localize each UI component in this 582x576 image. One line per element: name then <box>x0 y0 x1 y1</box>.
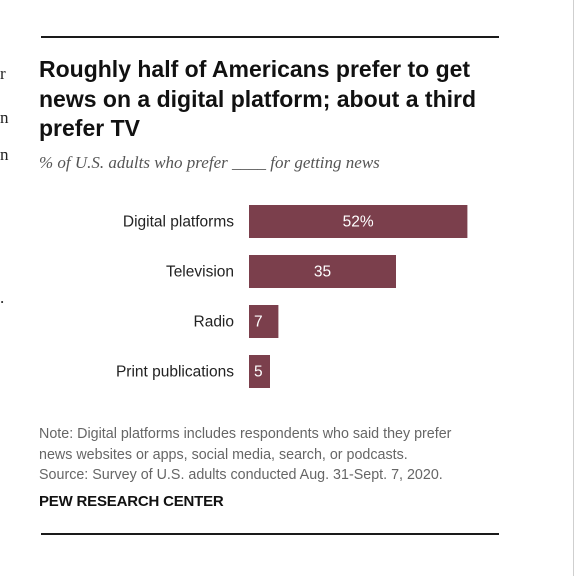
category-label: Radio <box>194 314 235 331</box>
bar <box>249 255 396 288</box>
right-border <box>573 0 574 576</box>
category-label: Print publications <box>116 364 234 381</box>
left-column-text: n <box>0 108 9 127</box>
bar <box>249 305 279 338</box>
chart-note: Note: Digital platforms includes respond… <box>39 424 509 486</box>
top-rule <box>41 36 499 38</box>
left-column-text: r <box>0 64 6 83</box>
chart-subtitle: % of U.S. adults who prefer ____ for get… <box>39 153 380 172</box>
data-label: 52% <box>343 214 374 231</box>
note-line: news websites or apps, social media, sea… <box>39 446 408 463</box>
left-column-text: . <box>0 288 5 307</box>
note-line: Note: Digital platforms includes respond… <box>39 426 452 442</box>
left-column-text: n <box>0 145 9 164</box>
bottom-rule <box>41 533 499 535</box>
chart-title: Roughly half of Americans prefer to get … <box>39 56 477 141</box>
category-label: Television <box>166 264 234 281</box>
source-line: Source: Survey of U.S. adults conducted … <box>39 467 443 483</box>
bar <box>249 355 270 388</box>
data-label: 5 <box>254 364 263 381</box>
category-label: Digital platforms <box>123 214 234 231</box>
bar-chart: Digital platforms 52% Television 35 Radio 7 Pr… <box>116 205 468 388</box>
bar <box>249 205 468 238</box>
pew-research-logo: PEW RESEARCH CENTER <box>39 493 224 510</box>
data-label: 7 <box>254 314 263 331</box>
data-label: 35 <box>314 264 331 281</box>
